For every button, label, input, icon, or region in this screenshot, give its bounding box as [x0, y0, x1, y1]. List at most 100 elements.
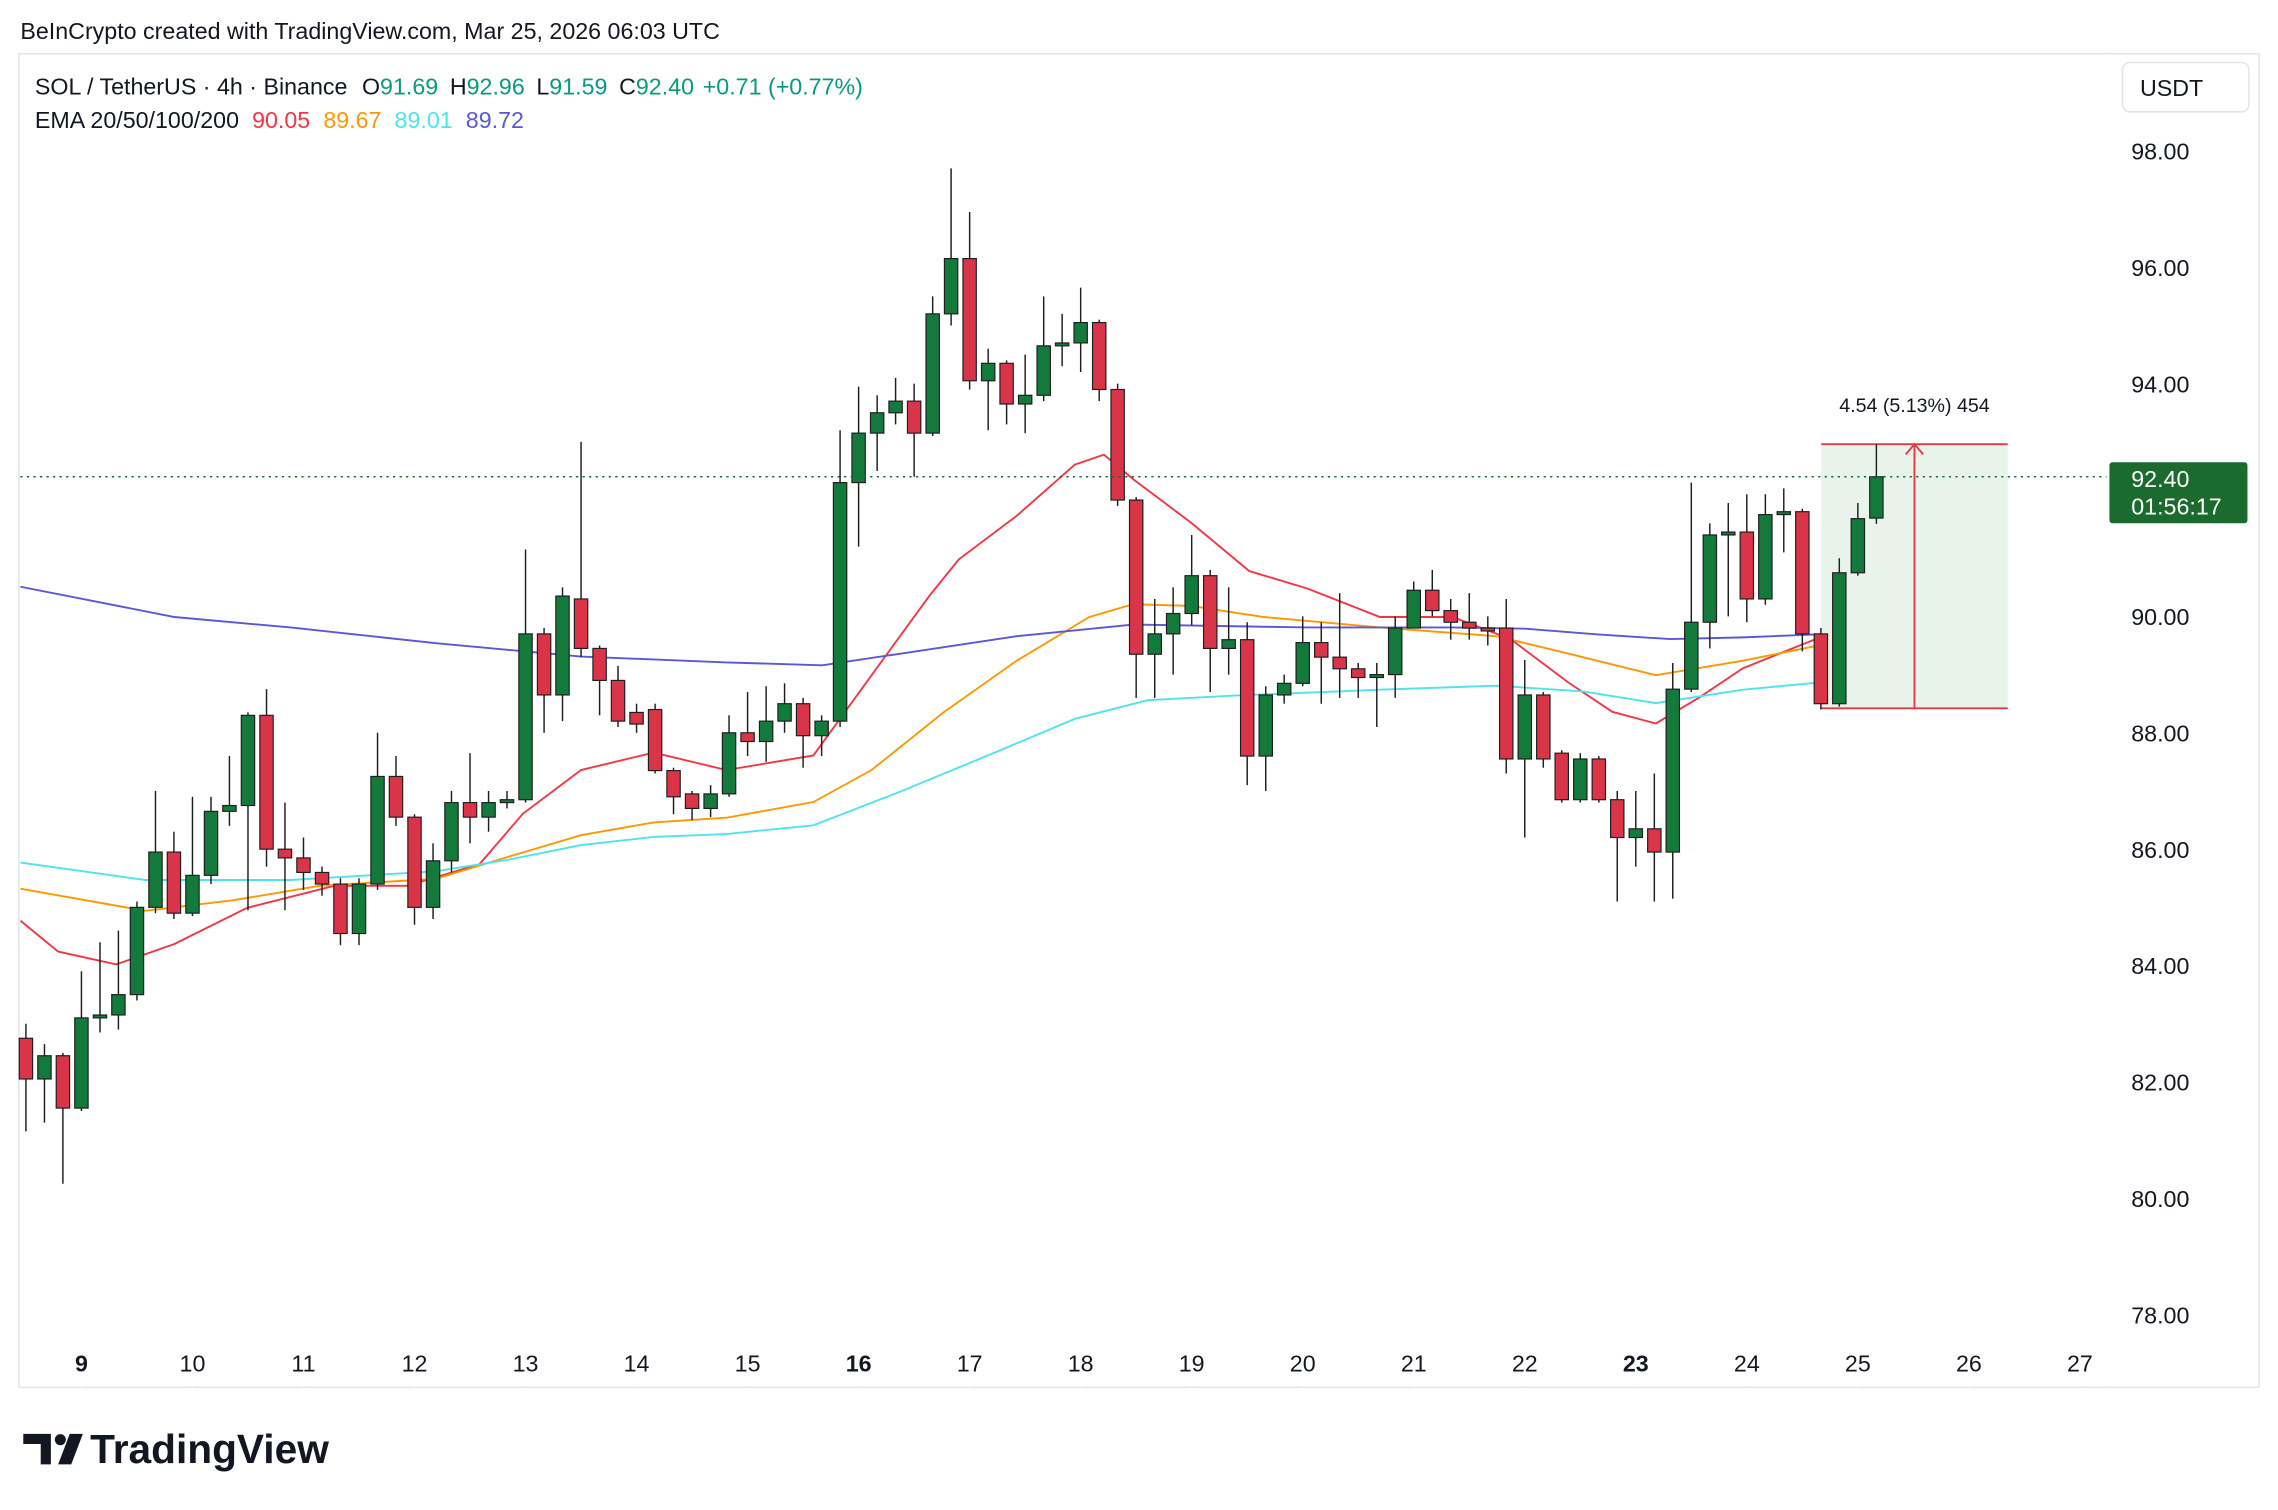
- candle-body: [1517, 694, 1533, 760]
- x-tick-label: 27: [2067, 1350, 2093, 1376]
- ema-value: 89.67: [323, 107, 381, 133]
- x-tick-label: 24: [1734, 1350, 1760, 1376]
- candle-body: [351, 883, 367, 935]
- ema-line: [20, 673, 1877, 881]
- candle-body: [240, 714, 256, 807]
- candle-body: [795, 703, 811, 737]
- ohlc-value: 91.69: [380, 73, 438, 99]
- x-tick-label: 12: [402, 1350, 428, 1376]
- candle-body: [1702, 534, 1718, 623]
- candle-body: [1758, 514, 1773, 600]
- y-tick-label: 94.00: [2131, 371, 2189, 397]
- candle-body: [1387, 627, 1403, 676]
- candle-body: [1239, 639, 1255, 757]
- candle-body: [962, 257, 977, 382]
- candle-body: [185, 874, 200, 914]
- candle-body: [1461, 621, 1477, 629]
- candle-body: [1295, 642, 1310, 684]
- candle-body: [129, 906, 145, 996]
- symbol-legend: SOL / TetherUS · 4h · Binance O91.69 H92.9…: [35, 73, 863, 99]
- symbol: SOL / TetherUS · 4h · Binance: [35, 73, 348, 99]
- candle-body: [444, 802, 459, 862]
- candle-body: [277, 848, 293, 859]
- ema-line: [20, 585, 1877, 667]
- y-tick-label: 82.00: [2131, 1070, 2189, 1096]
- ohlc-key: H: [450, 73, 467, 99]
- candle-body: [814, 720, 829, 737]
- candle-body: [555, 595, 570, 696]
- candle-body: [407, 816, 422, 908]
- candle-body: [999, 362, 1014, 405]
- candle-body: [1369, 674, 1385, 679]
- candle-body: [1869, 476, 1884, 519]
- credit: BeInCrypto created with TradingView.com,…: [20, 18, 720, 44]
- candle-body: [148, 851, 163, 908]
- x-tick-label: 15: [735, 1350, 761, 1376]
- candle-body: [1739, 531, 1755, 600]
- candle-body: [1184, 575, 1199, 615]
- chart-frame: [18, 53, 2260, 1389]
- candle-body: [1684, 621, 1699, 690]
- candle-body: [1073, 321, 1088, 344]
- logo-icon: [58, 1433, 83, 1465]
- candle-body: [1443, 610, 1458, 623]
- x-tick-label: 18: [1068, 1350, 1094, 1376]
- candle-body: [832, 482, 848, 722]
- ema-value: 89.01: [395, 107, 453, 133]
- y-tick-label: 84.00: [2131, 953, 2189, 979]
- candle-body: [1128, 499, 1144, 655]
- candle-body: [481, 802, 496, 818]
- change: +0.71 (+0.77%): [703, 73, 863, 99]
- x-tick-label: 16: [846, 1350, 872, 1376]
- candle-body: [296, 857, 311, 874]
- ema-value: 90.05: [252, 107, 310, 133]
- y-tick-label: 98.00: [2131, 139, 2189, 165]
- x-tick-label: 13: [513, 1350, 539, 1376]
- y-tick-label: 86.00: [2131, 837, 2189, 863]
- candle-body: [518, 633, 533, 801]
- ohlc-value: 92.40: [636, 73, 694, 99]
- candle-body: [592, 647, 607, 682]
- candle-body: [37, 1055, 52, 1080]
- candle-body: [92, 1014, 108, 1019]
- candle-body: [1406, 589, 1422, 629]
- candle-body: [55, 1055, 71, 1109]
- candle-body: [1850, 518, 1866, 574]
- candle-body: [166, 851, 182, 914]
- logo: TradingView: [23, 1426, 329, 1472]
- candle-body: [462, 802, 478, 818]
- ohlc-key: O: [362, 73, 380, 99]
- measure-label: 4.54 (5.13%) 454: [1839, 395, 1990, 417]
- y-tick-label: 90.00: [2131, 604, 2189, 630]
- candle-body: [1017, 394, 1033, 405]
- candle-body: [499, 799, 515, 804]
- candle-body: [1498, 627, 1514, 760]
- candle-body: [851, 432, 866, 484]
- price-label: 92.40: [2131, 466, 2189, 492]
- ema-legend: EMA 20/50/100/200 90.05 89.67 89.01 89.72: [35, 107, 524, 133]
- candle-body: [906, 400, 922, 434]
- candle-body: [1573, 758, 1588, 801]
- candle-body: [1647, 828, 1662, 853]
- currency-box[interactable]: [2121, 61, 2250, 113]
- x-tick-label: 19: [1179, 1350, 1205, 1376]
- candle-body: [1221, 639, 1236, 649]
- candle-body: [203, 810, 219, 876]
- y-tick-label: 78.00: [2131, 1302, 2189, 1328]
- candle-body: [573, 598, 589, 649]
- ohlc-key: C: [619, 73, 636, 99]
- candle-body: [1832, 572, 1847, 705]
- candle-body: [1665, 688, 1681, 853]
- x-tick-label: 26: [1956, 1350, 1982, 1376]
- candle-body: [777, 703, 792, 722]
- candle-body: [1591, 758, 1607, 801]
- candle-body: [888, 400, 903, 414]
- candle-body: [1813, 633, 1829, 705]
- candle-body: [647, 708, 663, 772]
- candle-body: [684, 793, 700, 810]
- ohlc-key: L: [536, 73, 549, 99]
- candle-body: [18, 1037, 34, 1080]
- candle-body: [1721, 531, 1736, 536]
- candle-body: [222, 804, 237, 812]
- candle-body: [1332, 656, 1347, 670]
